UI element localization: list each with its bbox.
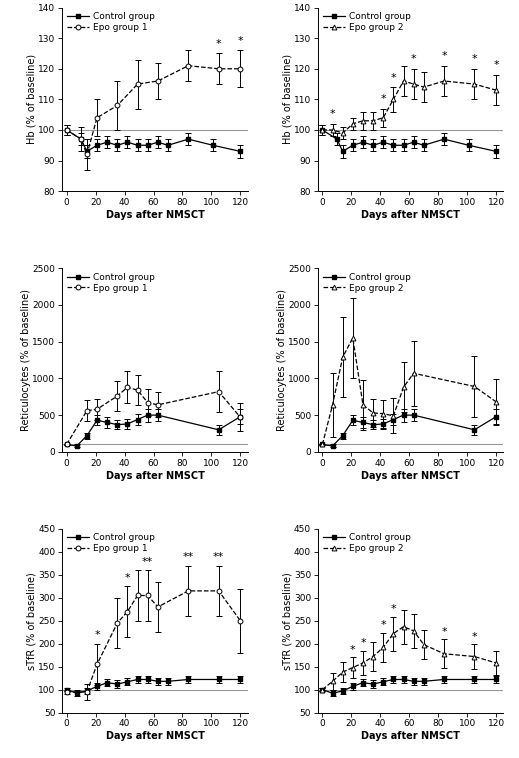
Legend: Control group, Epo group 2: Control group, Epo group 2	[323, 534, 411, 553]
Text: *: *	[472, 54, 477, 64]
X-axis label: Days after NMSCT: Days after NMSCT	[361, 731, 460, 741]
Text: *: *	[216, 39, 222, 49]
Text: *: *	[350, 645, 356, 655]
Text: *: *	[472, 632, 477, 642]
Text: *: *	[441, 627, 447, 637]
Y-axis label: sTfR (% of baseline): sTfR (% of baseline)	[282, 572, 293, 669]
X-axis label: Days after NMSCT: Days after NMSCT	[361, 471, 460, 481]
Text: *: *	[94, 630, 100, 640]
Legend: Control group, Epo group 2: Control group, Epo group 2	[323, 12, 411, 32]
Legend: Control group, Epo group 1: Control group, Epo group 1	[67, 12, 155, 32]
Y-axis label: sTfR (% of baseline): sTfR (% of baseline)	[26, 572, 37, 669]
Y-axis label: Reticulocytes (% of baseline): Reticulocytes (% of baseline)	[277, 289, 286, 431]
Text: **: **	[213, 552, 224, 562]
Text: *: *	[125, 572, 130, 583]
Legend: Control group, Epo group 2: Control group, Epo group 2	[323, 273, 411, 293]
Text: *: *	[441, 51, 447, 61]
X-axis label: Days after NMSCT: Days after NMSCT	[105, 731, 204, 741]
Text: *: *	[238, 36, 243, 45]
Text: *: *	[330, 109, 335, 119]
Text: *: *	[380, 94, 386, 104]
Text: *: *	[391, 73, 396, 83]
Text: *: *	[360, 638, 366, 648]
Y-axis label: Hb (% of baseline): Hb (% of baseline)	[282, 55, 293, 145]
X-axis label: Days after NMSCT: Days after NMSCT	[105, 210, 204, 220]
X-axis label: Days after NMSCT: Days after NMSCT	[361, 210, 460, 220]
Text: *: *	[391, 604, 396, 614]
Y-axis label: Hb (% of baseline): Hb (% of baseline)	[26, 55, 37, 145]
X-axis label: Days after NMSCT: Days after NMSCT	[105, 471, 204, 481]
Legend: Control group, Epo group 1: Control group, Epo group 1	[67, 273, 155, 293]
Text: *: *	[380, 620, 386, 631]
Legend: Control group, Epo group 1: Control group, Epo group 1	[67, 534, 155, 553]
Text: *: *	[494, 61, 499, 70]
Text: *: *	[411, 54, 416, 64]
Y-axis label: Reticulocytes (% of baseline): Reticulocytes (% of baseline)	[21, 289, 31, 431]
Text: **: **	[183, 552, 194, 562]
Text: **: **	[142, 556, 153, 566]
